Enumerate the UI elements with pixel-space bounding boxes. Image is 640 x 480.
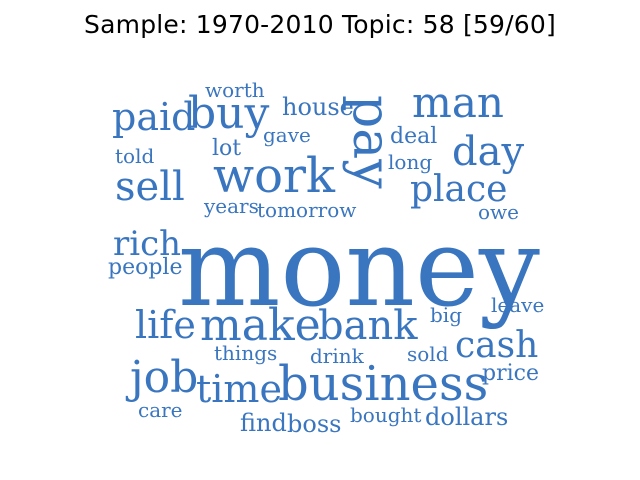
word-house: house: [282, 93, 354, 121]
word-people: people: [108, 255, 183, 280]
word-pay: pay: [341, 95, 401, 189]
word-job: job: [130, 352, 199, 403]
word-drink: drink: [310, 344, 364, 368]
word-gave: gave: [263, 123, 311, 147]
word-bank: bank: [318, 303, 418, 349]
word-day: day: [452, 129, 525, 175]
word-place: place: [410, 169, 508, 210]
word-time: time: [196, 367, 282, 411]
word-dollars: dollars: [425, 403, 509, 431]
word-leave: leave: [491, 293, 545, 317]
word-business: business: [278, 356, 489, 412]
word-find: find: [240, 409, 287, 437]
word-bought: bought: [350, 403, 422, 427]
word-life: life: [135, 303, 196, 347]
word-big: big: [430, 303, 463, 327]
word-told: told: [115, 144, 155, 168]
word-sell: sell: [115, 164, 185, 210]
word-years: years: [204, 194, 259, 218]
word-deal: deal: [390, 124, 438, 149]
word-long: long: [388, 150, 433, 174]
word-worth: worth: [205, 78, 265, 102]
word-money: money: [178, 206, 540, 331]
word-boss: boss: [287, 410, 342, 438]
word-things: things: [214, 341, 278, 365]
word-cash: cash: [455, 325, 539, 366]
word-lot: lot: [212, 136, 242, 161]
word-tomorrow: tomorrow: [257, 198, 357, 222]
word-buy: buy: [188, 88, 270, 139]
word-sold: sold: [407, 342, 449, 366]
word-make: make: [200, 300, 321, 351]
word-work: work: [213, 148, 336, 204]
word-man: man: [412, 78, 504, 127]
figure-title: Sample: 1970-2010 Topic: 58 [59/60]: [84, 10, 556, 39]
word-paid: paid: [112, 95, 196, 139]
word-care: care: [138, 398, 183, 422]
word-owe: owe: [478, 200, 519, 224]
word-rich: rich: [113, 224, 182, 264]
word-price: price: [482, 361, 539, 386]
